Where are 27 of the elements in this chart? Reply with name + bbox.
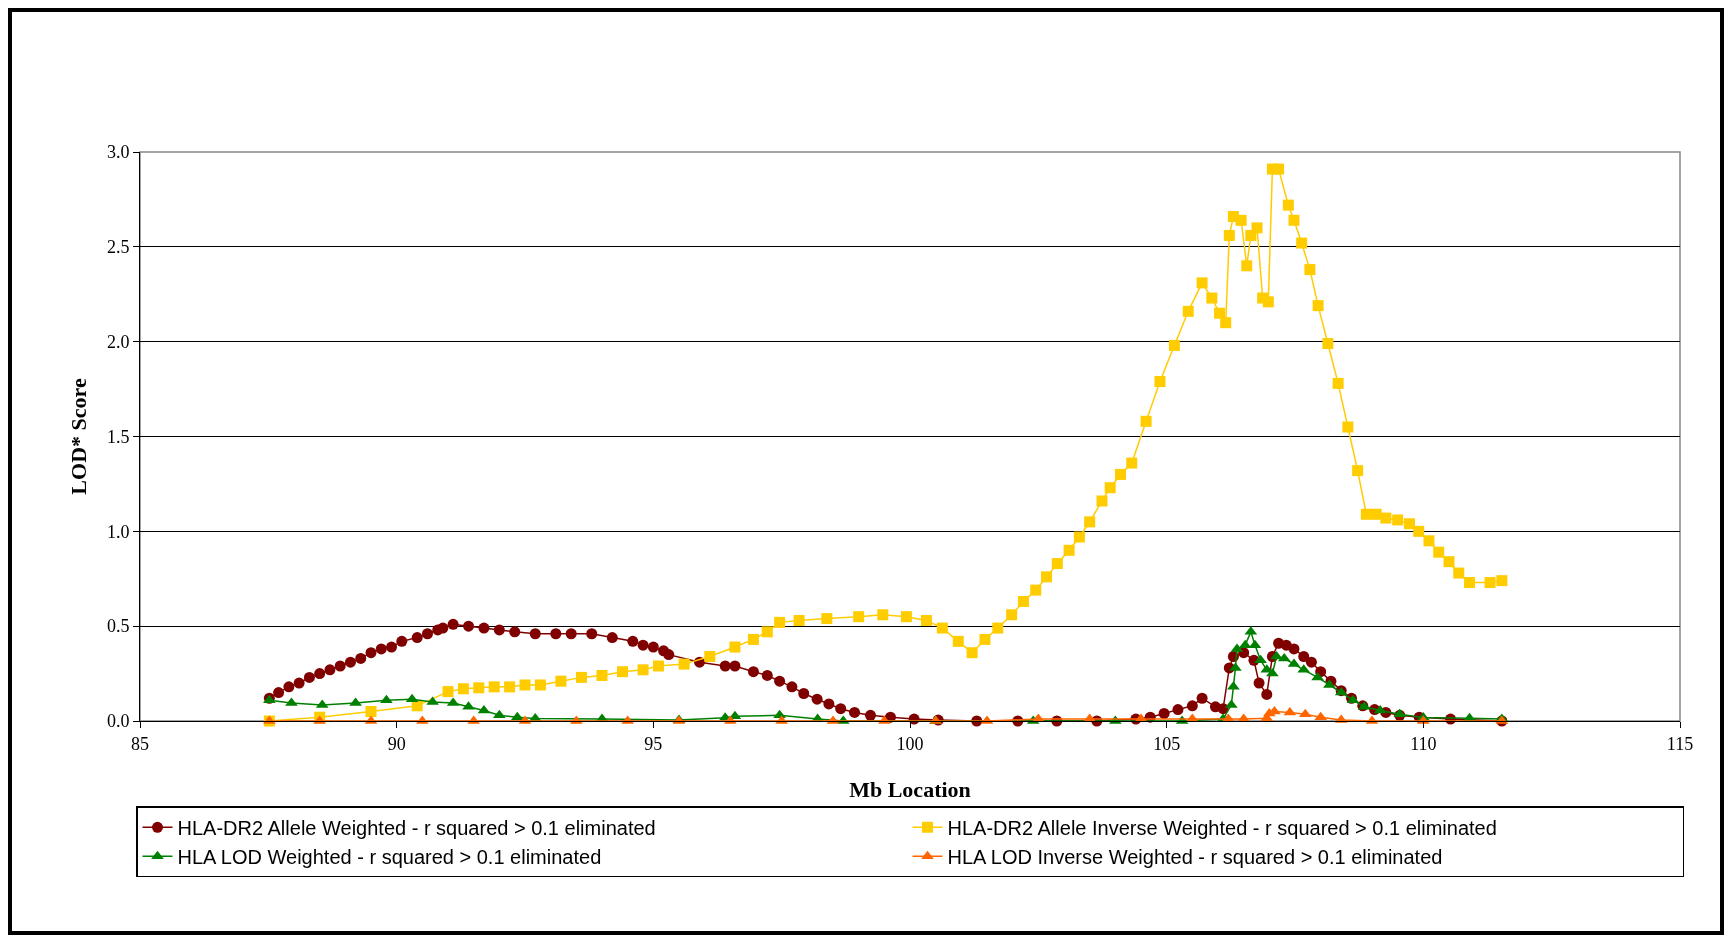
legend-label: HLA LOD Weighted - r squared > 0.1 eliminated (177, 846, 602, 869)
y-tick-label: 1.5 (106, 426, 130, 447)
point (1298, 708, 1312, 718)
y-tick-label: 1.0 (106, 521, 130, 542)
x-tick-label: 95 (644, 733, 663, 754)
legend-label: HLA LOD Inverse Weighted - r squared > 0.1 eliminated (947, 846, 1443, 869)
legend-label: HLA-DR2 Allele Weighted - r squared > 0.1 eliminated (177, 817, 656, 840)
y-axis-title: LOD* Score (66, 378, 91, 495)
point (1311, 671, 1324, 681)
x-tick-label: 110 (1410, 733, 1437, 754)
y-tick-label: 2.5 (106, 237, 130, 258)
point (1283, 706, 1297, 716)
point (1277, 652, 1291, 662)
y-tick-label: 0.5 (106, 616, 130, 637)
y-tick-label: 3.0 (106, 142, 130, 163)
x-tick-label: 105 (1153, 733, 1181, 754)
point (773, 709, 786, 719)
y-tick-label: 0.0 (106, 711, 130, 732)
x-tick-label: 85 (131, 733, 149, 754)
x-tick-label: 100 (896, 733, 924, 754)
legend-label: HLA-DR2 Allele Inverse Weighted - r squared > 0.1 eliminated (947, 817, 1497, 840)
point (492, 709, 506, 719)
x-tick-label: 115 (1666, 733, 1694, 754)
y-tick-label: 2.0 (106, 331, 130, 352)
point (1254, 654, 1267, 664)
x-tick-label: 90 (387, 733, 406, 754)
x-axis-title: Mb Location (849, 777, 971, 802)
